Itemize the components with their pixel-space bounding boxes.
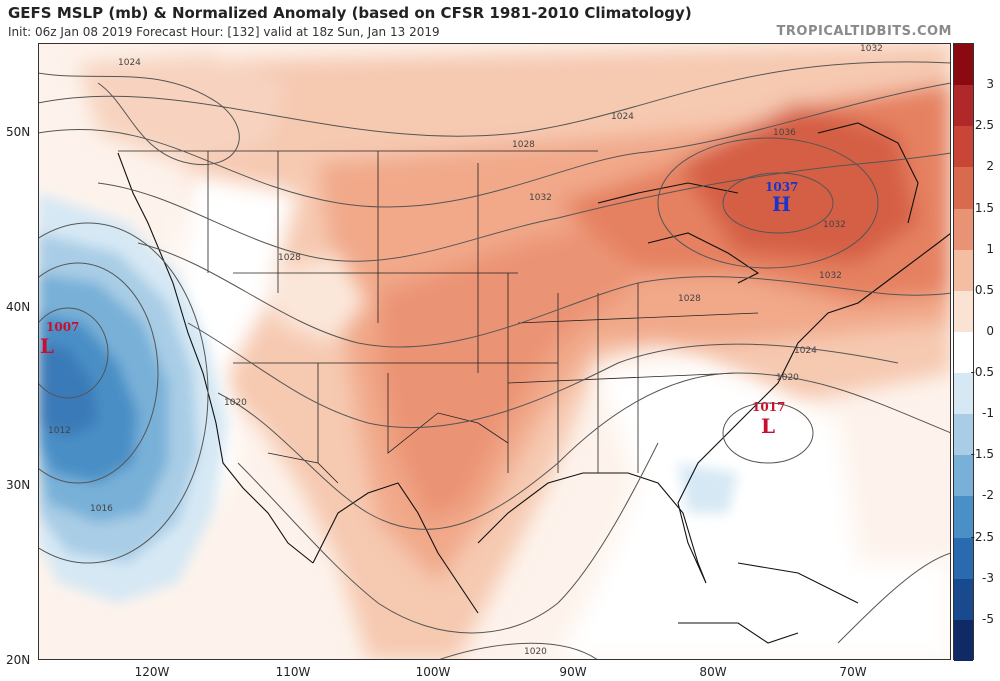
colorbar-segment — [954, 290, 973, 333]
map-title: GEFS MSLP (mb) & Normalized Anomaly (bas… — [8, 4, 692, 22]
colorbar-tick-label: -1 — [982, 406, 994, 421]
isobar-label: 1012 — [48, 426, 71, 436]
isobar-label: 1024 — [611, 112, 634, 122]
isobar-label: 1028 — [512, 140, 535, 150]
lon-label-90w: 90W — [559, 665, 587, 679]
pressure-value: 1007 — [46, 320, 79, 334]
lat-label-40n: 40N — [6, 300, 31, 314]
brand-watermark: TROPICALTIDBITS.COM — [776, 24, 952, 39]
isobar-label: 1032 — [819, 271, 842, 281]
lon-label-110w: 110W — [275, 665, 311, 679]
colorbar-segment — [954, 208, 973, 251]
isobar-label: 1036 — [773, 128, 796, 138]
lat-label-30n: 30N — [6, 478, 31, 492]
map-subtitle: Init: 06z Jan 08 2019 Forecast Hour: [13… — [8, 25, 440, 39]
colorbar-tick-label: 0 — [986, 323, 994, 338]
map-frame — [38, 43, 951, 660]
isobar-label: 1028 — [678, 294, 701, 304]
lat-label-20n: 20N — [6, 653, 31, 667]
isobars — [38, 61, 951, 660]
colorbar-segment — [954, 167, 973, 210]
isobar-label: 1016 — [90, 504, 113, 514]
colorbar-tick-label: 2 — [986, 159, 994, 174]
isobar-label: 1020 — [776, 373, 799, 383]
colorbar-segment — [954, 85, 973, 127]
colorbar-tick-label: -5 — [982, 611, 994, 626]
colorbar-segment — [954, 44, 973, 86]
isobar-label: 1032 — [529, 193, 552, 203]
pressure-center-atlantic-low: 1017 L — [752, 400, 785, 438]
lon-label-70w: 70W — [839, 665, 867, 679]
pressure-center-northeast-high: 1037 H — [765, 180, 798, 216]
colorbar-segment — [954, 537, 973, 580]
colorbar-segment — [954, 373, 973, 415]
pressure-center-west-low: 1007 L — [40, 320, 79, 358]
isobar-label: 1020 — [524, 647, 547, 657]
lon-label-100w: 100W — [415, 665, 451, 679]
high-pressure-icon: H — [772, 192, 791, 216]
pressure-value: 1037 — [765, 180, 798, 194]
pressure-value: 1017 — [752, 400, 785, 414]
colorbar-segment — [954, 619, 973, 662]
lat-label-50n: 50N — [6, 125, 31, 139]
colorbar-tick-label: -3 — [982, 570, 994, 585]
colorbar-segment — [954, 455, 973, 497]
colorbar-segment — [954, 126, 973, 168]
mslp-anomaly-map: 1024 1028 1028 1032 1032 1036 1024 1032 … — [38, 43, 951, 660]
colorbar-tick-label: -1.5 — [970, 447, 994, 462]
isobar-label: 1032 — [823, 220, 846, 230]
colorbar-segment — [954, 331, 973, 374]
colorbar-tick-label: -0.5 — [970, 365, 994, 380]
colorbar-tick-label: 3 — [986, 77, 994, 92]
low-pressure-icon: L — [761, 414, 775, 438]
lon-label-120w: 120W — [134, 665, 170, 679]
political-borders — [118, 150, 759, 484]
colorbar-segment — [954, 496, 973, 539]
isobar-label: 1028 — [278, 253, 301, 263]
lon-label-80w: 80W — [699, 665, 727, 679]
colorbar-segment — [954, 249, 973, 292]
colorbar-segment — [954, 414, 973, 456]
colorbar-tick-label: 0.5 — [974, 282, 994, 297]
colorbar-tick-label: -2 — [982, 488, 994, 503]
colorbar-tick-label: 1 — [986, 241, 994, 256]
colorbar-tick-label: 1.5 — [974, 200, 994, 215]
isobar-label: 1020 — [224, 398, 247, 408]
isobar-label: 1024 — [118, 58, 141, 68]
isobar-label: 1024 — [794, 346, 817, 356]
isobar-labels: 1024 1028 1028 1032 1032 1036 1024 1032 … — [48, 44, 883, 657]
anomaly-colorbar — [953, 43, 974, 662]
coastlines — [117, 122, 951, 644]
colorbar-tick-label: -2.5 — [970, 529, 994, 544]
colorbar-tick-label: 2.5 — [974, 118, 994, 133]
isobar-label: 1032 — [860, 44, 883, 54]
colorbar-segment — [954, 578, 973, 621]
low-pressure-icon: L — [40, 334, 54, 358]
